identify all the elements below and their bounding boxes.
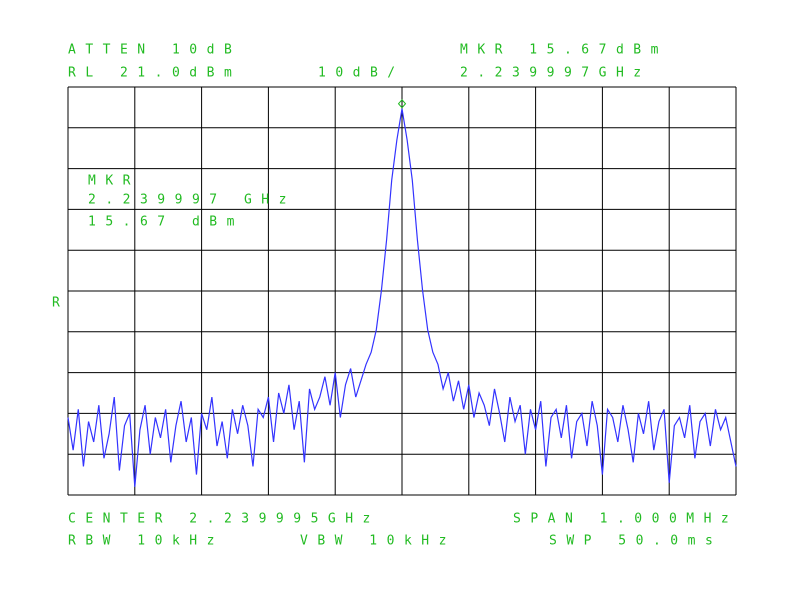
trace <box>67 108 737 487</box>
ref-level-label: RL 21.0dBm <box>68 66 241 81</box>
scale-label: 10dB/ <box>318 66 405 81</box>
marker <box>397 98 407 109</box>
graticule <box>67 86 737 496</box>
atten-label: ATTEN 10dB <box>68 43 241 58</box>
vbw-label: VBW 10kHz <box>300 534 456 549</box>
marker-box-level: 15.67 dBm <box>88 215 244 230</box>
r-label: R <box>52 296 69 311</box>
marker-freq-label: 2.239997GHz <box>460 66 651 81</box>
marker-box-title: MKR <box>88 174 140 189</box>
marker-level-label: MKR 15.67dBm <box>460 43 668 58</box>
span-label: SPAN 1.000MHz <box>513 512 738 527</box>
marker-box-freq: 2.239997 GHz <box>88 193 296 208</box>
rbw-label: RBW 10kHz <box>68 534 224 549</box>
center-label: CENTER 2.239995GHz <box>68 512 380 527</box>
sweep-label: SWP 50.0ms <box>549 534 722 549</box>
